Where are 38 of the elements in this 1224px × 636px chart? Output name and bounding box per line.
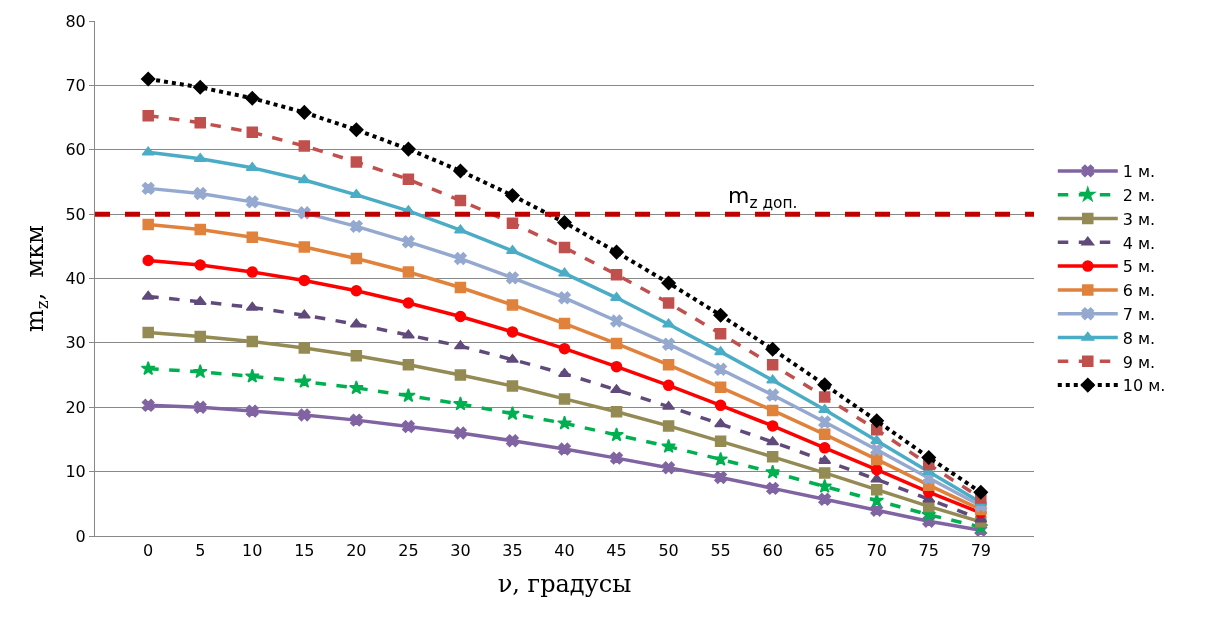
y-tick-label: 0 bbox=[75, 526, 86, 546]
legend-label: 4 м. bbox=[1122, 233, 1156, 253]
legend-label: 9 м. bbox=[1122, 352, 1156, 372]
x-tick-label: 5 bbox=[195, 541, 206, 561]
y-tick-label: 10 bbox=[65, 462, 86, 482]
y-tick-label: 70 bbox=[65, 75, 86, 95]
legend-label: 8 м. bbox=[1122, 328, 1156, 348]
x-tick-label: 75 bbox=[918, 541, 939, 561]
x-tick-label: 25 bbox=[398, 541, 419, 561]
x-tick-label: 20 bbox=[346, 541, 367, 561]
x-tick-label: 10 bbox=[242, 541, 263, 561]
x-axis-title: ν, градусы bbox=[497, 569, 632, 598]
x-tick-label: 65 bbox=[814, 541, 835, 561]
y-tick-label: 20 bbox=[65, 397, 86, 417]
legend-label: 1 м. bbox=[1122, 162, 1156, 182]
x-tick-label: 40 bbox=[554, 541, 575, 561]
legend-label: 10 м. bbox=[1122, 376, 1166, 396]
y-tick-label: 50 bbox=[65, 204, 86, 224]
ref-line-label: m$_{z доп.}$ bbox=[728, 183, 798, 212]
legend-label: 3 м. bbox=[1122, 209, 1156, 229]
x-tick-label: 70 bbox=[866, 541, 887, 561]
x-tick-label: 50 bbox=[658, 541, 679, 561]
x-tick-label: 30 bbox=[450, 541, 471, 561]
legend-label: 2 м. bbox=[1122, 185, 1156, 205]
legend-label: 5 м. bbox=[1122, 257, 1156, 277]
y-tick-label: 60 bbox=[65, 140, 86, 160]
x-tick-label: 45 bbox=[606, 541, 627, 561]
x-tick-label: 15 bbox=[294, 541, 315, 561]
x-tick-label: 0 bbox=[143, 541, 154, 561]
x-tick-label: 55 bbox=[710, 541, 731, 561]
x-tick-label: 79 bbox=[970, 541, 991, 561]
y-tick-label: 40 bbox=[65, 269, 86, 289]
x-tick-label: 35 bbox=[502, 541, 523, 561]
legend-label: 6 м. bbox=[1122, 281, 1156, 301]
x-tick-label: 60 bbox=[762, 541, 783, 561]
y-tick-label: 30 bbox=[65, 333, 86, 353]
legend-label: 7 м. bbox=[1122, 304, 1156, 324]
y-tick-label: 80 bbox=[65, 11, 86, 31]
